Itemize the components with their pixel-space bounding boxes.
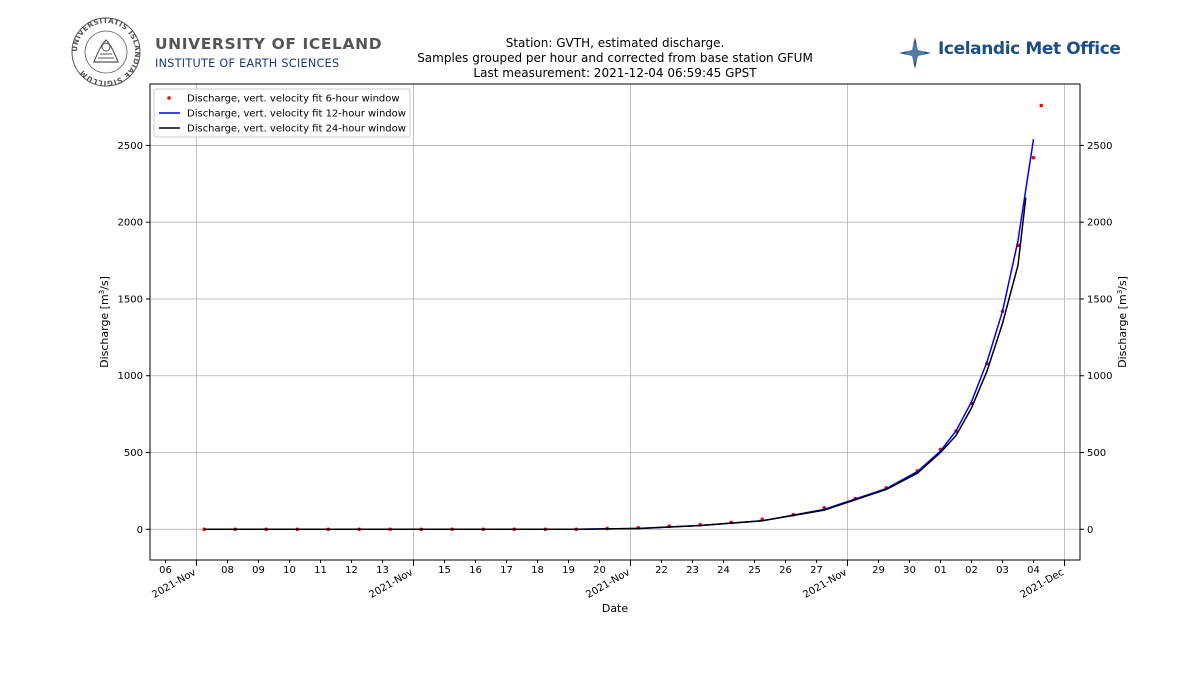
met-office-logo-block: Icelandic Met Office [898, 36, 1121, 70]
y-axis-label-left: Discharge [m3/s] [98, 276, 111, 368]
x-tick-label: 02 [965, 565, 978, 576]
y-tick-label-right: 1500 [1087, 294, 1112, 305]
x-tick-label: 09 [252, 565, 265, 576]
data-point-6h [1039, 103, 1044, 108]
data-point-6h [1031, 155, 1036, 160]
x-tick-label: 04 [1027, 565, 1040, 576]
legend-label-24h: Discharge, vert. velocity fit 24-hour wi… [187, 124, 406, 135]
x-tick-label: 26 [779, 565, 792, 576]
y-tick-label-left: 1500 [118, 294, 143, 305]
series-line-12h [204, 139, 1035, 531]
x-tick-label: 01 [934, 565, 947, 576]
y-tick-label-right: 500 [1087, 448, 1106, 459]
x-tick-label: 06 [159, 565, 172, 576]
y-tick-label-left: 2500 [118, 141, 143, 152]
y-tick-label-left: 500 [124, 448, 143, 459]
chart-title-line-3: Last measurement: 2021-12-04 06:59:45 GP… [473, 66, 757, 80]
series-layer [202, 103, 1044, 532]
x-tick-label: 16 [469, 565, 482, 576]
x-tick-label: 24 [717, 565, 730, 576]
axes: 0 0 500 500 1000 1000 1500 1500 2000 2000 2500 2500… [118, 141, 1113, 601]
plot-frame [149, 83, 1081, 561]
x-tick-label: 22 [655, 565, 668, 576]
x-tick-label: 13 [376, 565, 389, 576]
y-tick-label-left: 1000 [118, 371, 143, 382]
data-point-6h [202, 527, 207, 532]
y-tick-label-right: 1000 [1087, 371, 1112, 382]
grid [150, 84, 1080, 560]
met-office-logo-icon [899, 37, 931, 69]
university-name: UNIVERSITY OF ICELAND [155, 35, 383, 53]
chart-title-line-1: Station: GVTH, estimated discharge. [505, 36, 725, 50]
x-tick-label: 17 [500, 565, 513, 576]
legend-label-6h: Discharge, vert. velocity fit 6-hour win… [187, 94, 400, 105]
x-tick-label: 10 [283, 565, 296, 576]
x-tick-label-month: 2021-Nov [367, 567, 415, 601]
x-tick-label: 27 [810, 565, 823, 576]
y-tick-label-right: 2000 [1087, 218, 1112, 229]
x-tick-label: 20 [593, 565, 606, 576]
x-tick-label-month: 2021-Dec [1019, 567, 1066, 601]
university-logo-block: UNIVERSITATIS ISLANDIAE SIGILLUM UNIVERS… [70, 16, 382, 88]
x-tick-label: 29 [872, 565, 885, 576]
legend-marker-6h [167, 96, 171, 100]
x-tick-label: 23 [686, 565, 699, 576]
legend-label-12h: Discharge, vert. velocity fit 12-hour wi… [187, 109, 406, 120]
x-tick-label: 11 [314, 565, 327, 576]
x-tick-label: 12 [345, 565, 358, 576]
x-tick-label: 08 [221, 565, 234, 576]
chart-title-line-2: Samples grouped per hour and corrected f… [417, 51, 813, 65]
chart-title: Station: GVTH, estimated discharge. Samp… [360, 36, 870, 81]
legend: Discharge, vert. velocity fit 6-hour win… [153, 88, 411, 138]
x-tick-label: 03 [996, 565, 1009, 576]
x-tick-label-month: 2021-Nov [150, 567, 198, 601]
x-axis-label: Date [602, 602, 629, 615]
y-tick-label-left: 2000 [118, 218, 143, 229]
x-tick-label: 25 [748, 565, 761, 576]
x-tick-label: 15 [438, 565, 451, 576]
y-tick-label-right: 2500 [1087, 141, 1112, 152]
y-tick-label-left: 0 [137, 525, 143, 536]
university-seal-icon: UNIVERSITATIS ISLANDIAE SIGILLUM [70, 16, 142, 88]
series-line-24h [204, 197, 1027, 531]
institute-name: INSTITUTE OF EARTH SCIENCES [155, 57, 340, 70]
x-tick-label-month: 2021-Nov [584, 567, 632, 601]
y-axis-label-right: Discharge [m3/s] [1116, 276, 1129, 368]
x-tick-label: 19 [562, 565, 575, 576]
x-tick-label-month: 2021-Nov [801, 567, 849, 601]
x-tick-label: 30 [903, 565, 916, 576]
met-office-name: Icelandic Met Office [938, 39, 1121, 59]
x-tick-label: 18 [531, 565, 544, 576]
y-tick-label-right: 0 [1087, 525, 1093, 536]
legend-box [153, 88, 411, 138]
